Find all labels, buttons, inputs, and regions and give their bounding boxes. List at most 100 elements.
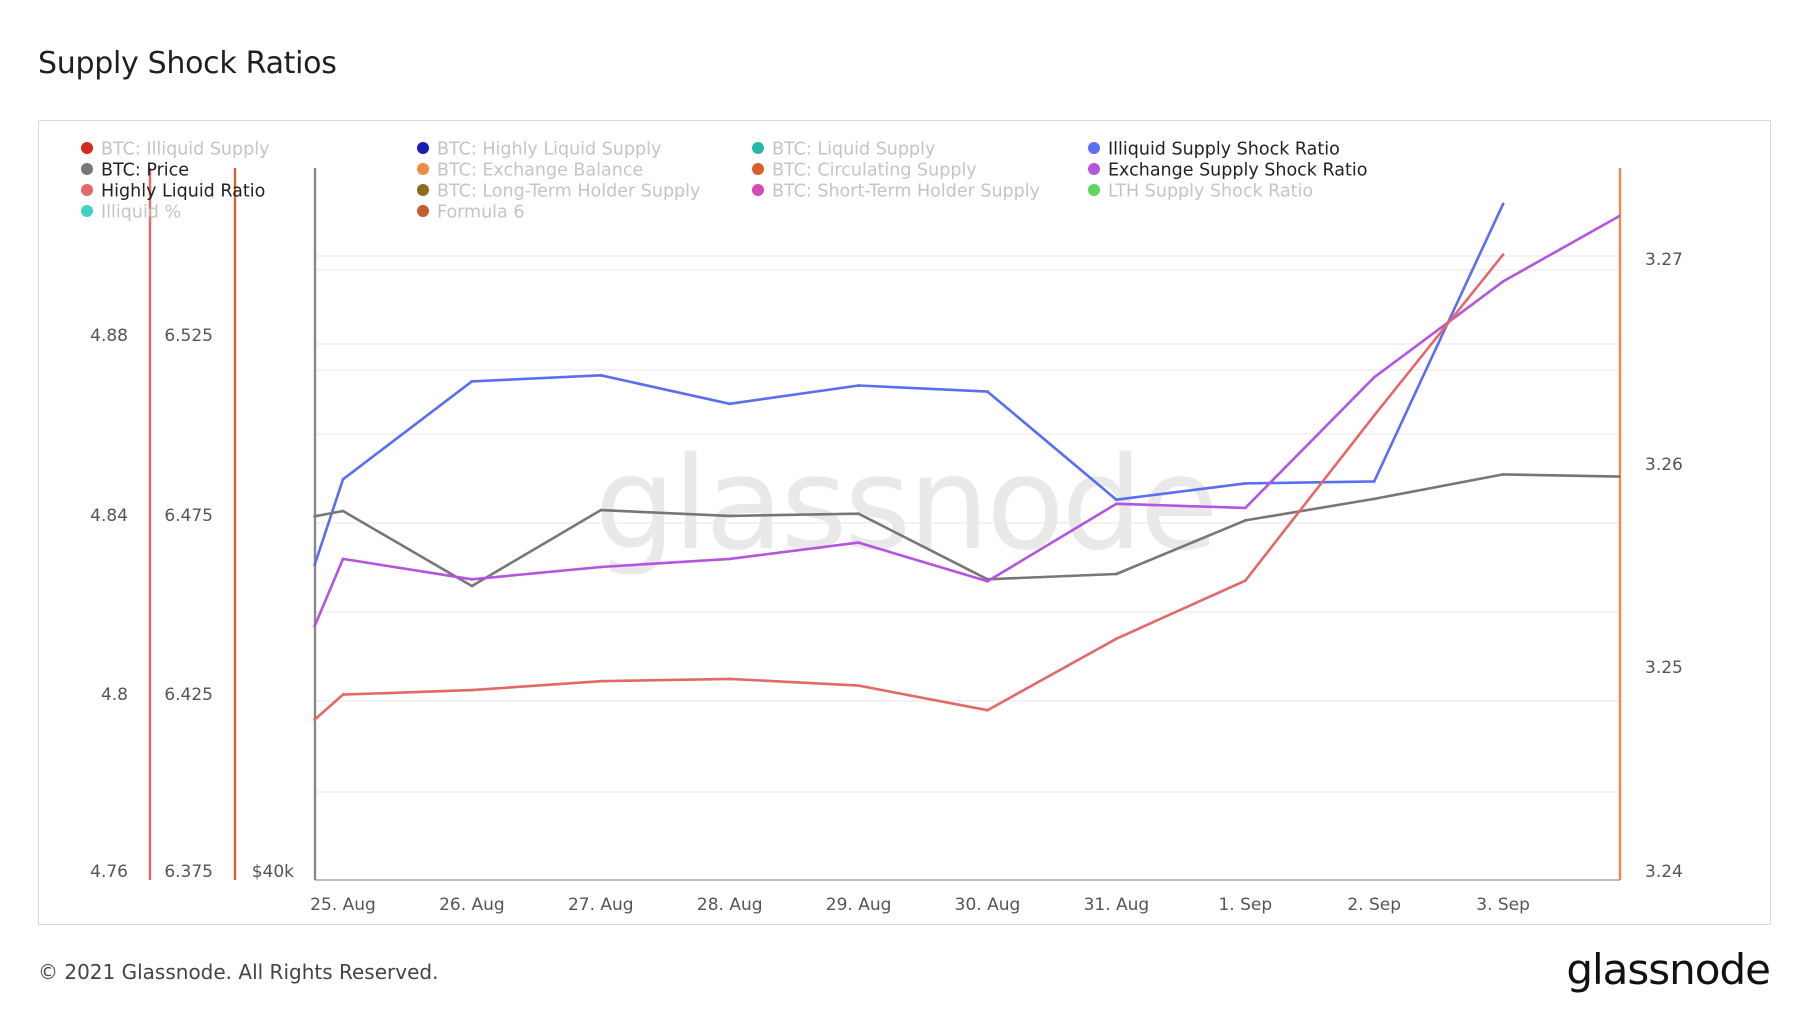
x-tick-label: 2. Sep (1347, 895, 1401, 915)
left-axis-2-tick: 6.375 (164, 862, 213, 882)
legend-item-label[interactable]: BTC: Illiquid Supply (101, 140, 269, 160)
legend-item-label[interactable]: Exchange Supply Shock Ratio (1108, 161, 1367, 181)
legend-marker (81, 205, 93, 217)
left-axis-1-tick: 4.84 (90, 506, 128, 526)
data-point-highly-liquid-ratio (341, 693, 345, 696)
x-tick-label: 30. Aug (955, 895, 1021, 915)
chart-title: Supply Shock Ratios (38, 46, 337, 81)
data-point-illiquid-supply-shock-ratio (1501, 202, 1505, 206)
left-axis-1-tick: 4.88 (90, 326, 128, 346)
data-point-illiquid-supply-shock-ratio (341, 477, 345, 481)
data-point-illiquid-supply-shock-ratio (1243, 482, 1247, 485)
data-point-exchange-supply-shock-ratio (1372, 375, 1376, 379)
data-point-exchange-supply-shock-ratio (986, 579, 989, 583)
data-point-exchange-supply-shock-ratio (1243, 506, 1247, 510)
legend-marker (752, 142, 764, 154)
legend-marker (1088, 184, 1100, 196)
legend-item-label[interactable]: LTH Supply Shock Ratio (1108, 182, 1313, 202)
data-point-btc-price (313, 514, 317, 518)
data-point-btc-price (857, 512, 860, 516)
data-point-exchange-supply-shock-ratio (341, 557, 345, 561)
x-tick-label: 29. Aug (826, 895, 892, 915)
series-layer (313, 202, 1621, 721)
data-point-exchange-supply-shock-ratio (1617, 214, 1621, 218)
x-tick-label: 1. Sep (1218, 895, 1272, 915)
data-point-highly-liquid-ratio (1243, 579, 1247, 583)
data-point-btc-price (728, 514, 732, 518)
legend-marker (752, 184, 764, 196)
data-point-exchange-supply-shock-ratio (1115, 502, 1118, 506)
glassnode-logo[interactable]: glassnode (1566, 945, 1771, 994)
x-tick-label: 31. Aug (1084, 895, 1150, 915)
data-point-illiquid-supply-shock-ratio (986, 390, 989, 393)
data-point-btc-price (1617, 475, 1621, 478)
legend-marker (81, 163, 93, 175)
right-axis-tick: 3.25 (1645, 658, 1683, 678)
data-point-exchange-supply-shock-ratio (1501, 280, 1505, 283)
data-point-btc-price (1372, 497, 1376, 501)
legend-item-label[interactable]: BTC: Highly Liquid Supply (437, 140, 661, 160)
data-point-illiquid-supply-shock-ratio (470, 380, 474, 383)
data-point-exchange-supply-shock-ratio (313, 624, 317, 628)
legend-item-label[interactable]: BTC: Long-Term Holder Supply (437, 182, 700, 202)
legend-item-label[interactable]: BTC: Price (101, 161, 189, 181)
data-point-exchange-supply-shock-ratio (857, 541, 860, 544)
x-tick-label: 3. Sep (1476, 895, 1530, 915)
data-point-illiquid-supply-shock-ratio (728, 402, 732, 406)
left-axis-2-tick: 6.525 (164, 326, 213, 346)
legend: BTC: Illiquid Supply BTC: Highly Liquid S… (81, 140, 1367, 223)
legend-marker (417, 163, 429, 175)
legend-marker (417, 142, 429, 154)
data-point-highly-liquid-ratio (470, 688, 474, 692)
data-point-highly-liquid-ratio (986, 708, 989, 712)
axis-layer: 4.88 4.84 4.8 4.76 6.525 6.475 6.425 6.375 $40k 3… (90, 168, 1683, 915)
data-point-illiquid-supply-shock-ratio (1372, 479, 1376, 483)
data-point-btc-price (1243, 518, 1247, 522)
right-axis-tick: 3.26 (1645, 455, 1683, 475)
legend-item-label[interactable]: BTC: Liquid Supply (772, 140, 935, 160)
legend-item-label[interactable]: Illiquid % (101, 203, 181, 223)
data-point-highly-liquid-ratio (599, 679, 603, 683)
chart-frame (38, 120, 1771, 925)
data-point-btc-price (1115, 572, 1118, 576)
left-axis-1-tick: 4.8 (101, 685, 128, 705)
data-point-highly-liquid-ratio (728, 677, 732, 681)
right-axis-tick: 3.27 (1645, 250, 1683, 270)
right-axis-tick: 3.24 (1645, 862, 1683, 882)
legend-marker (417, 205, 429, 217)
data-point-btc-price (1501, 472, 1505, 476)
data-point-illiquid-supply-shock-ratio (313, 563, 317, 567)
data-point-highly-liquid-ratio (1115, 637, 1118, 641)
legend-item-label[interactable]: Highly Liquid Ratio (101, 182, 265, 202)
data-point-exchange-supply-shock-ratio (599, 565, 603, 569)
data-point-illiquid-supply-shock-ratio (599, 373, 603, 377)
legend-marker (1088, 163, 1100, 175)
data-point-exchange-supply-shock-ratio (470, 577, 474, 581)
data-point-highly-liquid-ratio (313, 718, 317, 721)
data-point-btc-price (599, 508, 603, 512)
legend-item-label[interactable]: BTC: Circulating Supply (772, 161, 977, 181)
data-point-btc-price (341, 509, 345, 513)
data-point-highly-liquid-ratio (1372, 414, 1376, 417)
legend-item-label[interactable]: Illiquid Supply Shock Ratio (1108, 140, 1340, 160)
data-point-illiquid-supply-shock-ratio (1115, 498, 1118, 502)
data-point-btc-price (470, 584, 474, 588)
legend-item-label[interactable]: BTC: Short-Term Holder Supply (772, 182, 1040, 202)
legend-marker (417, 184, 429, 196)
series-line-exchange-supply-shock-ratio (313, 215, 1620, 627)
legend-marker (81, 142, 93, 154)
left-axis-1-tick: 4.76 (90, 862, 128, 882)
legend-marker (752, 163, 764, 175)
legend-marker (1088, 142, 1100, 154)
data-point-highly-liquid-ratio (857, 684, 860, 688)
data-point-exchange-supply-shock-ratio (728, 557, 732, 561)
data-point-illiquid-supply-shock-ratio (857, 384, 860, 387)
x-tick-label: 25. Aug (310, 895, 376, 915)
x-tick-label: 28. Aug (697, 895, 763, 915)
legend-item-label[interactable]: Formula 6 (437, 203, 524, 223)
data-point-highly-liquid-ratio (1501, 253, 1505, 256)
left-axis-3-tick: $40k (252, 862, 294, 882)
legend-item-label[interactable]: BTC: Exchange Balance (437, 161, 643, 181)
x-tick-label: 26. Aug (439, 895, 505, 915)
